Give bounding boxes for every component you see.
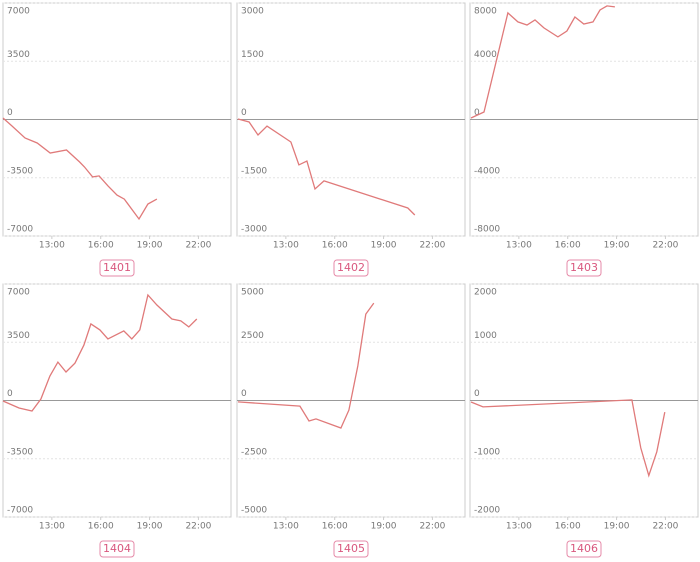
x-tick-label: 13:00 bbox=[506, 522, 532, 532]
x-tick-label: 13:00 bbox=[506, 241, 532, 251]
y-tick-label: 3000 bbox=[241, 7, 264, 17]
y-tick-label: 5000 bbox=[241, 288, 264, 298]
x-tick-label: 19:00 bbox=[371, 241, 397, 251]
y-tick-label: -1500 bbox=[241, 166, 267, 176]
y-tick-label: 0 bbox=[7, 389, 13, 399]
panel-title[interactable]: 1405 bbox=[337, 542, 365, 555]
panel-tag[interactable] bbox=[99, 259, 135, 277]
y-tick-label: -5000 bbox=[241, 506, 267, 516]
x-tick-label: 13:00 bbox=[273, 241, 299, 251]
y-tick-label: 2000 bbox=[474, 288, 497, 298]
y-tick-label: 0 bbox=[241, 389, 247, 399]
y-tick-label: -4000 bbox=[474, 166, 500, 176]
panel-title[interactable]: 1402 bbox=[337, 261, 365, 274]
x-tick-label: 16:00 bbox=[322, 522, 348, 532]
line bbox=[237, 118, 416, 216]
y-tick-label: 8000 bbox=[474, 7, 497, 17]
panel-title[interactable]: 1404 bbox=[103, 542, 131, 555]
x-tick-label: 22:00 bbox=[419, 522, 445, 532]
y-tick-label: 1500 bbox=[241, 50, 264, 60]
y-tick-label: 7000 bbox=[7, 7, 30, 17]
x-tick-label: 16:00 bbox=[322, 241, 348, 251]
x-tick-label: 22:00 bbox=[652, 241, 678, 251]
x-tick-label: 22:00 bbox=[652, 522, 678, 532]
panel-tag[interactable] bbox=[333, 259, 369, 277]
y-tick-label: 0 bbox=[474, 108, 480, 118]
x-tick-label: 19:00 bbox=[604, 241, 630, 251]
line bbox=[2, 293, 198, 412]
y-tick-label: -3000 bbox=[241, 225, 267, 235]
x-tick-label: 19:00 bbox=[604, 522, 630, 532]
y-tick-label: -2500 bbox=[241, 447, 267, 457]
panel-tag[interactable] bbox=[566, 540, 602, 558]
y-tick-label: 2500 bbox=[241, 331, 264, 341]
x-tick-label: 16:00 bbox=[555, 241, 581, 251]
x-tick-label: 22:00 bbox=[419, 241, 445, 251]
x-tick-label: 19:00 bbox=[137, 522, 163, 532]
x-tick-label: 19:00 bbox=[371, 522, 397, 532]
panel-title[interactable]: 1406 bbox=[570, 542, 598, 555]
panel-title[interactable]: 1403 bbox=[570, 261, 598, 274]
y-tick-label: -7000 bbox=[7, 225, 33, 235]
y-tick-label: 0 bbox=[7, 108, 13, 118]
line bbox=[470, 399, 666, 478]
y-tick-label: -3500 bbox=[7, 447, 33, 457]
panel-tag[interactable] bbox=[566, 259, 602, 277]
x-tick-label: 22:00 bbox=[185, 241, 211, 251]
x-tick-label: 16:00 bbox=[88, 241, 114, 251]
x-tick-label: 13:00 bbox=[39, 522, 65, 532]
panel-tag[interactable] bbox=[333, 540, 369, 558]
y-tick-label: -8000 bbox=[474, 225, 500, 235]
x-tick-label: 22:00 bbox=[185, 522, 211, 532]
y-tick-label: 7000 bbox=[7, 288, 30, 298]
y-tick-label: 3500 bbox=[7, 331, 30, 341]
x-tick-label: 16:00 bbox=[88, 522, 114, 532]
panel-tag[interactable] bbox=[99, 540, 135, 558]
line bbox=[470, 5, 615, 119]
line bbox=[2, 117, 158, 221]
y-tick-label: 3500 bbox=[7, 50, 30, 60]
x-tick-label: 13:00 bbox=[39, 241, 65, 251]
panel-title[interactable]: 1401 bbox=[103, 261, 131, 274]
y-tick-label: -2000 bbox=[474, 506, 500, 516]
y-tick-label: 0 bbox=[474, 389, 480, 399]
y-tick-label: -7000 bbox=[7, 506, 33, 516]
y-tick-label: 4000 bbox=[474, 50, 497, 60]
line bbox=[237, 302, 375, 429]
y-tick-label: 1000 bbox=[474, 331, 497, 341]
y-tick-label: -3500 bbox=[7, 166, 33, 176]
x-tick-label: 19:00 bbox=[137, 241, 163, 251]
y-tick-label: -1000 bbox=[474, 447, 500, 457]
y-tick-label: 0 bbox=[241, 108, 247, 118]
x-tick-label: 13:00 bbox=[273, 522, 299, 532]
x-tick-label: 16:00 bbox=[555, 522, 581, 532]
